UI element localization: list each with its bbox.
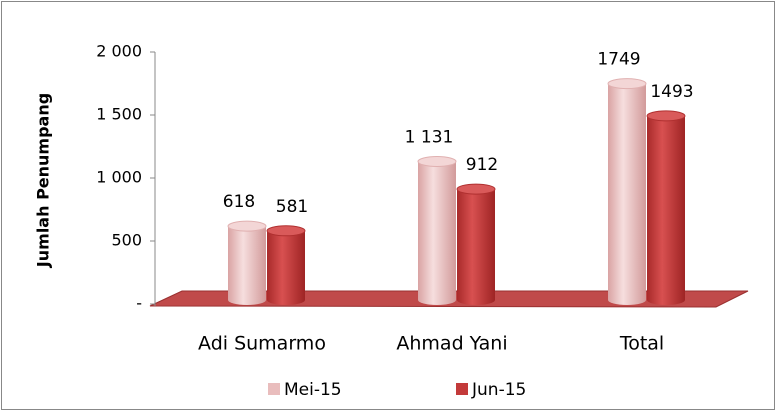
y-axis-label: Jumlah Penumpang [34, 93, 53, 268]
bar-top [417, 155, 457, 167]
x-tick-label: Ahmad Yani [396, 333, 507, 355]
bar [647, 115, 685, 305]
data-label: 1493 [650, 82, 693, 102]
bar-top [607, 78, 647, 90]
data-label: 581 [276, 197, 308, 217]
legend-label: Mei-15 [284, 380, 342, 400]
data-label: 618 [223, 192, 255, 212]
x-tick-label: Total [619, 333, 664, 355]
y-tick-label: 500 [111, 231, 142, 250]
bar [228, 226, 266, 305]
bar-top [266, 225, 306, 237]
legend-swatch [268, 383, 280, 395]
bar [457, 189, 495, 305]
y-tick-label: 1 000 [96, 168, 142, 187]
bar-top [646, 110, 686, 122]
bar [267, 230, 305, 305]
bar-top [227, 220, 267, 232]
y-tick-label: - [136, 294, 142, 313]
data-label: 1 131 [405, 127, 454, 147]
bar [418, 161, 456, 305]
legend-swatch [456, 383, 468, 395]
x-tick-label: Adi Sumarmo [198, 333, 326, 355]
bar-top [456, 183, 496, 195]
data-label: 1749 [597, 50, 640, 70]
legend-label: Jun-15 [471, 380, 526, 400]
data-label: 912 [466, 155, 498, 175]
y-tick-label: 1 500 [96, 105, 142, 124]
y-tick-label: 2 000 [96, 42, 142, 61]
bar [608, 83, 646, 305]
